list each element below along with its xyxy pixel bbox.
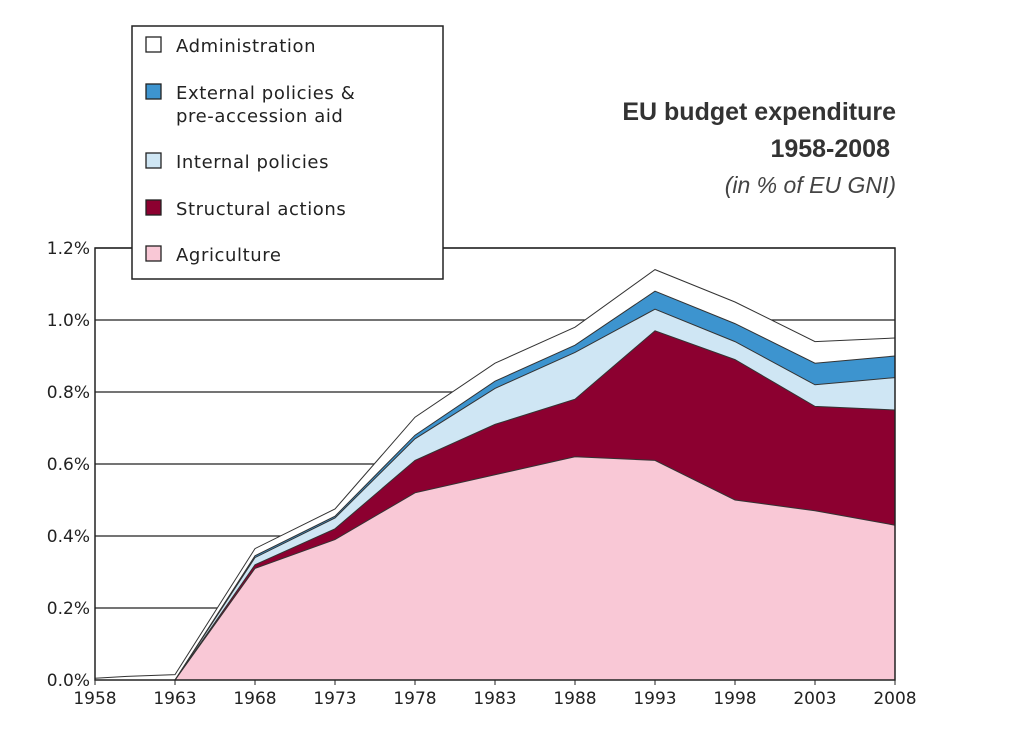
x-tick-label: 1978 [393,689,436,709]
legend-box [131,25,444,280]
legend-swatch-administration [145,36,162,53]
legend: Administration External policies &pre-acc… [131,25,444,280]
area-structural-actions [95,330,895,680]
x-tick-label: 1973 [313,689,356,709]
chart-title: EU budget expenditure [622,98,896,126]
y-axis: 0.0% 0.2% 0.4% 0.6% 0.8% 1.0% 1.2% [47,239,90,691]
y-tick-label: 0.6% [47,455,90,475]
legend-label-structural-actions: Structural actions [176,199,346,220]
x-tick-label: 1998 [713,689,756,709]
x-tick-label: 1963 [153,689,196,709]
legend-swatch-structural-actions [145,199,162,216]
area-agriculture [95,456,895,680]
legend-swatch-external-policies-and-pre-accession-aid [145,83,162,100]
legend-label-internal-policies: Internal policies [176,152,329,173]
x-tick-label: 1983 [473,689,516,709]
x-tick-label: 1988 [553,689,596,709]
legend-label-administration: Administration [176,36,316,57]
x-axis: 1958 1963 1968 1973 1978 1983 1988 1993 1998 2003… [73,680,917,709]
y-tick-label: 0.4% [47,527,90,547]
chart-title-block: EU budget expenditure 1958-2008 (in % of… [622,98,896,198]
chart-title-years: 1958-2008 [770,135,890,163]
x-tick-label: 1968 [233,689,276,709]
legend-label-external-policies-and-pre-accession-aid: pre-accession aid [176,106,343,127]
x-tick-label: 1958 [73,689,116,709]
y-tick-label: 1.0% [47,311,90,331]
x-tick-label: 2003 [793,689,836,709]
y-tick-label: 0.0% [47,671,90,691]
legend-swatch-internal-policies [145,152,162,169]
legend-label-agriculture: Agriculture [176,245,282,266]
x-tick-label: 2008 [873,689,916,709]
x-tick-label: 1993 [633,689,676,709]
y-tick-label: 0.8% [47,383,90,403]
legend-swatch-agriculture [145,245,162,262]
chart-subtitle: (in % of EU GNI) [725,172,896,198]
area-series [94,269,896,681]
y-tick-label: 0.2% [47,599,90,619]
line-administration [94,269,896,679]
legend-label-external-policies-and-pre-accession-aid: External policies & [176,83,355,104]
y-tick-label: 1.2% [47,239,90,259]
